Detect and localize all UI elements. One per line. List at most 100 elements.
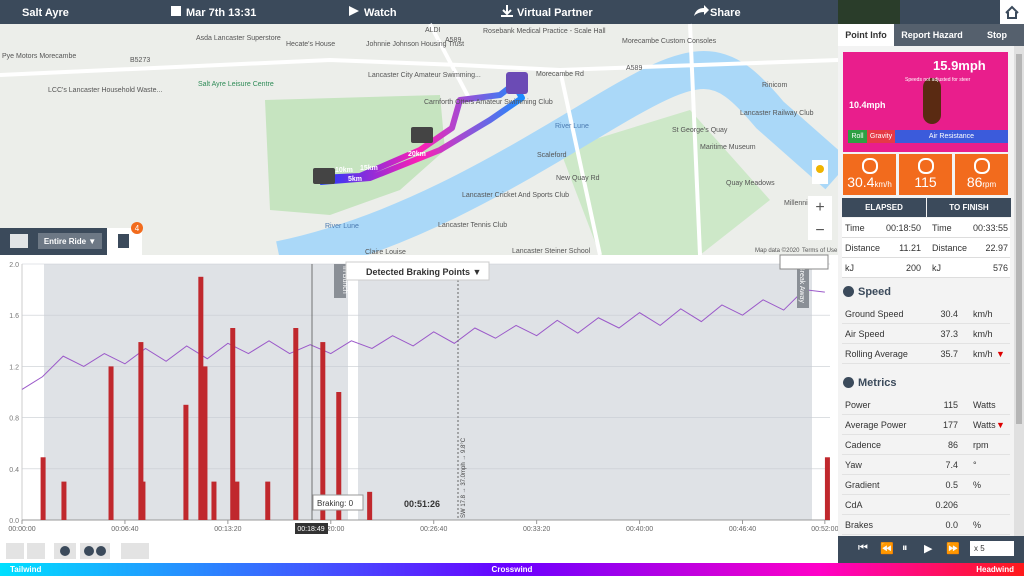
braking-bar [183, 404, 189, 520]
cell: kJ [932, 263, 941, 273]
position-marker[interactable] [411, 127, 433, 143]
river [276, 51, 851, 279]
map-thumb[interactable] [838, 0, 900, 24]
zoom-out[interactable]: − [815, 222, 824, 239]
tile-value: 30.4km/h [843, 174, 896, 190]
x-tick-label: 00:26:40 [420, 526, 447, 533]
zoom-in-chart[interactable] [27, 543, 45, 559]
badge [131, 222, 143, 234]
export[interactable] [121, 543, 149, 559]
hero: 15.9mph Speeds not adjusted for steer 10.4… [843, 52, 1008, 152]
phase-tag [797, 264, 809, 308]
zoom-buttons[interactable] [808, 196, 832, 240]
table-row: Distance 11.21 Distance 22.97 [842, 238, 1010, 258]
zoom-in[interactable]: + [815, 199, 824, 216]
ride-name[interactable]: Salt Ayre [22, 7, 69, 19]
cursor-label: 00:18:49 [297, 526, 324, 533]
playback-button[interactable]: ⏮ [858, 542, 868, 554]
tile-number: 86 [966, 174, 983, 190]
playback-button[interactable]: ▶ [924, 543, 933, 555]
tile-unit: km/h [874, 180, 892, 189]
ride-date[interactable]: Mar 7th 13:31 [186, 7, 256, 19]
force-bar: Gravity [867, 130, 895, 143]
road-label: New Quay Rd [556, 175, 600, 182]
braking-bar [320, 342, 326, 520]
table-row: Time 00:18:50 Time 00:33:55 [842, 218, 1010, 238]
table-button[interactable] [10, 234, 28, 248]
trend: ▼ [996, 349, 1005, 359]
metric-label: Yaw [845, 460, 862, 470]
park [560, 110, 770, 255]
map-label: Salt Ayre Leisure Centre [198, 81, 274, 88]
table-row: kJ 200 kJ 576 [842, 258, 1010, 278]
shaded-region [44, 264, 348, 520]
range-text[interactable]: Entire Ride ▼ [44, 237, 96, 246]
phase-label: Break Away [798, 266, 805, 303]
wind-bar [0, 563, 1024, 576]
metric-value: 30.4 [940, 309, 958, 319]
metric-unit: km/h [973, 329, 993, 339]
section-icon [843, 286, 854, 297]
playback-button[interactable]: ⏸ [902, 542, 908, 554]
tile-number: 115 [914, 174, 937, 190]
braking-bar [336, 392, 342, 520]
speed-select[interactable]: x 5 [970, 541, 1014, 556]
braking-bar [211, 481, 217, 520]
cell: 200 [905, 263, 921, 273]
chart-toggle[interactable] [779, 254, 829, 270]
zoom-out-chart[interactable] [6, 543, 24, 559]
wind-label: Crosswind [492, 565, 533, 574]
y-tick-label: 0.8 [9, 416, 19, 423]
metric-label: Cadence [845, 440, 882, 450]
playback-button[interactable]: ⏩ [946, 543, 960, 555]
tab[interactable]: Stop [970, 24, 1024, 46]
map-label: Lancaster City Amateur Swimming... [368, 72, 481, 79]
cell: 00:33:55 [972, 223, 1008, 233]
map-label: River Lune [555, 123, 589, 130]
metric-value: 0.0 [945, 520, 958, 530]
map-label: Rosebank Medical Practice - Scale Hall [483, 28, 606, 35]
braking-bar [40, 457, 46, 520]
metric-value: 86 [947, 440, 958, 450]
y-tick-label: 1.2 [9, 364, 19, 371]
metric-unit: % [973, 520, 982, 530]
tab[interactable]: Point Info [838, 24, 894, 46]
x-tick-label: 00:20:00 [317, 526, 344, 533]
share[interactable]: Share [710, 7, 741, 19]
scroll-thumb[interactable] [1016, 54, 1022, 424]
metric-value: 7.4 [945, 460, 958, 470]
home-button[interactable] [1000, 0, 1024, 24]
metric-row: Ground Speed 30.4 km/h [842, 304, 1010, 324]
cell: 11.21 [899, 243, 921, 253]
dropdown[interactable] [345, 261, 490, 281]
start-marker[interactable] [313, 168, 335, 184]
road-label: Morecambe Rd [536, 71, 584, 78]
end-marker[interactable] [506, 72, 528, 94]
range-select[interactable] [38, 233, 102, 249]
shaded-region [358, 264, 812, 520]
map-label: Scaleford [537, 152, 567, 159]
dot [96, 546, 106, 556]
force-bar: Air Resistance [895, 130, 1008, 143]
playback-button[interactable]: ⏪ [880, 543, 894, 555]
play-icon [349, 6, 359, 16]
road-label: St George's Quay [672, 127, 728, 134]
route-label: 20km [408, 151, 426, 158]
metric-label: CdA [845, 500, 863, 510]
braking-bar [367, 491, 373, 520]
cell: Distance [932, 243, 968, 253]
map-label: Morecambe Custom Consoles [622, 38, 717, 45]
control-row [0, 540, 838, 563]
virtual-partner[interactable]: Virtual Partner [517, 7, 593, 19]
tab[interactable]: Report Hazard [894, 24, 970, 46]
metric-value: 37.3 [940, 329, 958, 339]
rider [923, 78, 941, 124]
map-label: Lancaster Tennis Club [438, 222, 507, 229]
watch[interactable]: Watch [364, 7, 397, 19]
tile-number: 30.4 [847, 174, 875, 190]
map-label: Lancaster Steiner School [512, 248, 591, 255]
table-header: TO FINISH [927, 198, 1011, 217]
chart-title[interactable]: Detected Braking Points ▼ [366, 267, 481, 277]
map[interactable]: Pye Motors Morecambe Asda Lancaster Super… [0, 23, 851, 279]
